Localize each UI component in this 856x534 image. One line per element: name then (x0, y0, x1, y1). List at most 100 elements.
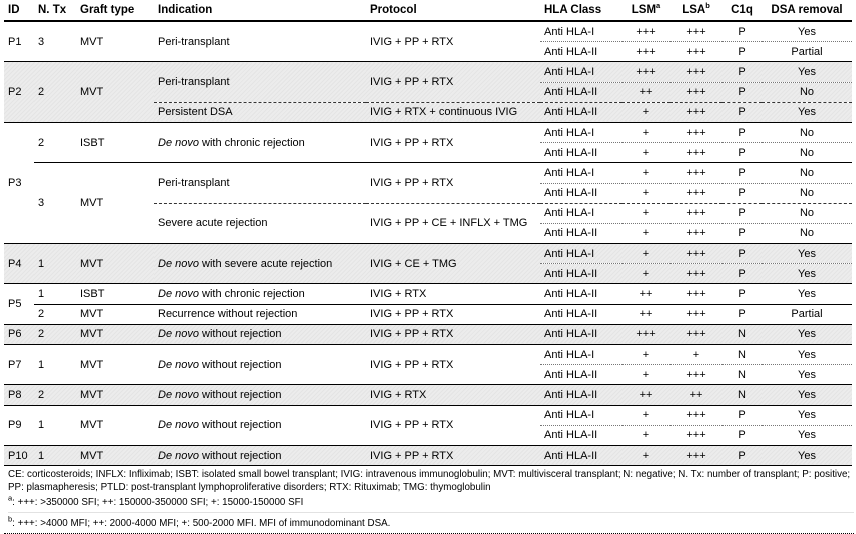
cell-c1q: P (722, 243, 762, 264)
cell-hla-class: Anti HLA-I (540, 61, 622, 83)
indication-text: without rejection (198, 328, 282, 341)
cell-protocol: IVIG + PP + RTX (366, 343, 540, 385)
cell-lsm: +++ (622, 41, 670, 62)
footnote-a-marker: a (8, 493, 13, 503)
cell-c1q: N (722, 343, 762, 365)
cell-indication: De novo without rejection (154, 384, 366, 406)
cell-indication: Recurrence without rejection (154, 303, 366, 325)
cell-lsm: ++ (622, 283, 670, 305)
indication-text: without rejection (198, 419, 282, 432)
cell-protocol: IVIG + PP + CE + INFLX + TMG (366, 202, 540, 244)
col-header-graft-type: Graft type (76, 1, 154, 22)
cell-lsm: ++ (622, 81, 670, 103)
cell-c1q: P (722, 283, 762, 305)
cell-lsm: + (622, 343, 670, 365)
cell-c1q: P (722, 303, 762, 325)
cell-graft-type: MVT (76, 20, 154, 62)
col-header-ntx: N. Tx (34, 1, 76, 22)
indication-italic: De novo (158, 136, 199, 149)
cell-c1q: N (722, 384, 762, 406)
cell-hla-class: Anti HLA-II (540, 444, 622, 466)
cell-hla-class: Anti HLA-II (540, 182, 622, 204)
indication-text: without rejection (198, 449, 282, 462)
cell-id: P6 (4, 323, 34, 345)
cell-id: P2 (4, 61, 34, 123)
cell-c1q: P (722, 424, 762, 446)
cell-protocol: IVIG + PP + RTX (366, 404, 540, 446)
cell-indication: De novo without rejection (154, 404, 366, 446)
lsm-superscript: a (656, 1, 661, 11)
footnote-b-text: : +++: >4000 MFI; ++: 2000-4000 MFI; +: … (12, 518, 391, 530)
row-p2-hla2: Anti HLA-II ++ +++ P No (4, 81, 852, 103)
indication-italic: De novo (158, 328, 199, 341)
cell-dsa-removal: Yes (762, 101, 852, 123)
cell-id: P5 (4, 283, 34, 325)
cell-lsa: +++ (670, 283, 722, 305)
cell-dsa-removal: Yes (762, 61, 852, 83)
cell-lsm: ++ (622, 303, 670, 325)
cell-lsm: ++ (622, 384, 670, 406)
row-p7-hla2: Anti HLA-II + +++ N Yes (4, 364, 852, 385)
cell-graft-type: MVT (76, 61, 154, 123)
cell-lsm: + (622, 142, 670, 163)
cell-id: P10 (4, 444, 34, 466)
cell-ntx: 1 (34, 283, 76, 305)
cell-hla-class: Anti HLA-II (540, 263, 622, 284)
cell-dsa-removal: No (762, 162, 852, 183)
cell-c1q: P (722, 202, 762, 224)
cell-indication: De novo without rejection (154, 343, 366, 385)
indication-text: with chronic rejection (198, 136, 305, 149)
indication-text: with severe acute rejection (198, 257, 333, 270)
cell-graft-type: MVT (76, 343, 154, 385)
cell-dsa-removal: Yes (762, 364, 852, 385)
cell-dsa-removal: Yes (762, 243, 852, 264)
cell-lsm: + (622, 202, 670, 224)
cell-hla-class: Anti HLA-I (540, 343, 622, 365)
indication-text: Peri-transplant (158, 76, 230, 89)
cell-hla-class: Anti HLA-I (540, 162, 622, 183)
cell-hla-class: Anti HLA-II (540, 101, 622, 123)
cell-hla-class: Anti HLA-I (540, 121, 622, 143)
cell-indication: De novo with severe acute rejection (154, 243, 366, 284)
cell-c1q: P (722, 142, 762, 163)
header-row: ID N. Tx Graft type Indication Protocol … (4, 1, 852, 22)
cell-lsa: +++ (670, 323, 722, 345)
cell-graft-type: ISBT (76, 121, 154, 163)
cell-lsm: + (622, 162, 670, 183)
cell-indication: Persistent DSA (154, 101, 366, 123)
cell-lsa: +++ (670, 81, 722, 103)
row-p9-hla2: Anti HLA-II + +++ P Yes (4, 424, 852, 446)
cell-graft-type: MVT (76, 243, 154, 284)
cell-graft-type: MVT (76, 323, 154, 345)
indication-italic: De novo (158, 257, 199, 270)
indication-text: Persistent DSA (158, 106, 233, 119)
cell-indication: De novo without rejection (154, 323, 366, 345)
row-p10: P10 1 MVT De novo without rejection IVIG… (4, 444, 852, 466)
cell-indication: Peri-transplant (154, 61, 366, 103)
row-p3-mvt-severe-hla1: Severe acute rejection IVIG + PP + CE + … (4, 202, 852, 244)
cell-c1q: P (722, 162, 762, 183)
cell-lsa: +++ (670, 222, 722, 244)
cell-indication: Severe acute rejection (154, 202, 366, 244)
cell-lsa: +++ (670, 182, 722, 204)
cell-protocol: IVIG + RTX (366, 384, 540, 406)
col-header-indication: Indication (154, 1, 366, 22)
cell-indication: De novo with chronic rejection (154, 283, 366, 305)
cell-id: P4 (4, 243, 34, 284)
cell-protocol: IVIG + PP + RTX (366, 323, 540, 345)
cell-protocol: IVIG + PP + RTX (366, 20, 540, 62)
cell-dsa-removal: Yes (762, 424, 852, 446)
cell-hla-class: Anti HLA-I (540, 202, 622, 224)
cell-ntx: 1 (34, 444, 76, 466)
row-p2-hla1: P2 2 MVT Peri-transplant IVIG + PP + RTX… (4, 61, 852, 123)
col-header-id: ID (4, 1, 34, 22)
cell-protocol: IVIG + RTX + continuous IVIG (366, 101, 540, 123)
cell-dsa-removal: Yes (762, 404, 852, 426)
cell-graft-type: MVT (76, 162, 154, 244)
cell-dsa-removal: No (762, 142, 852, 163)
dsa-patients-table: ID N. Tx Graft type Indication Protocol … (4, 1, 852, 467)
cell-indication: Peri-transplant (154, 162, 366, 204)
indication-italic: De novo (158, 419, 199, 432)
cell-protocol: IVIG + RTX (366, 283, 540, 305)
